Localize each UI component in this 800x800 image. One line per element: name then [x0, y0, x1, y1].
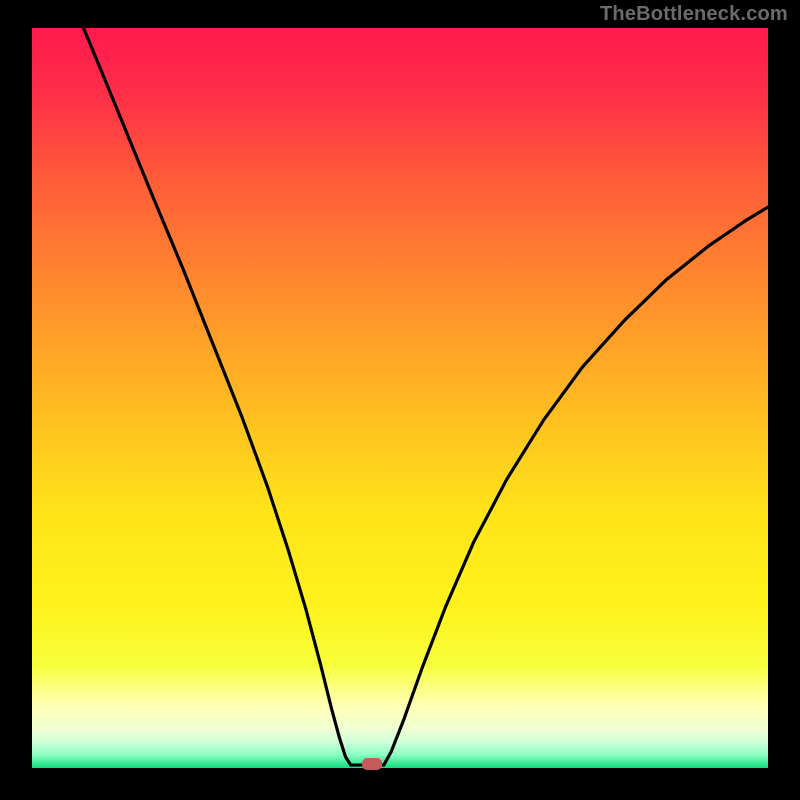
watermark-text: TheBottleneck.com [600, 3, 788, 26]
optimal-point-marker [362, 758, 382, 770]
chart-plot-area [32, 28, 768, 768]
